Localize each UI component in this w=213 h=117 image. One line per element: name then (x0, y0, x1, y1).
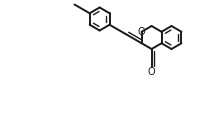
Text: O: O (138, 27, 145, 37)
Text: O: O (148, 67, 155, 77)
